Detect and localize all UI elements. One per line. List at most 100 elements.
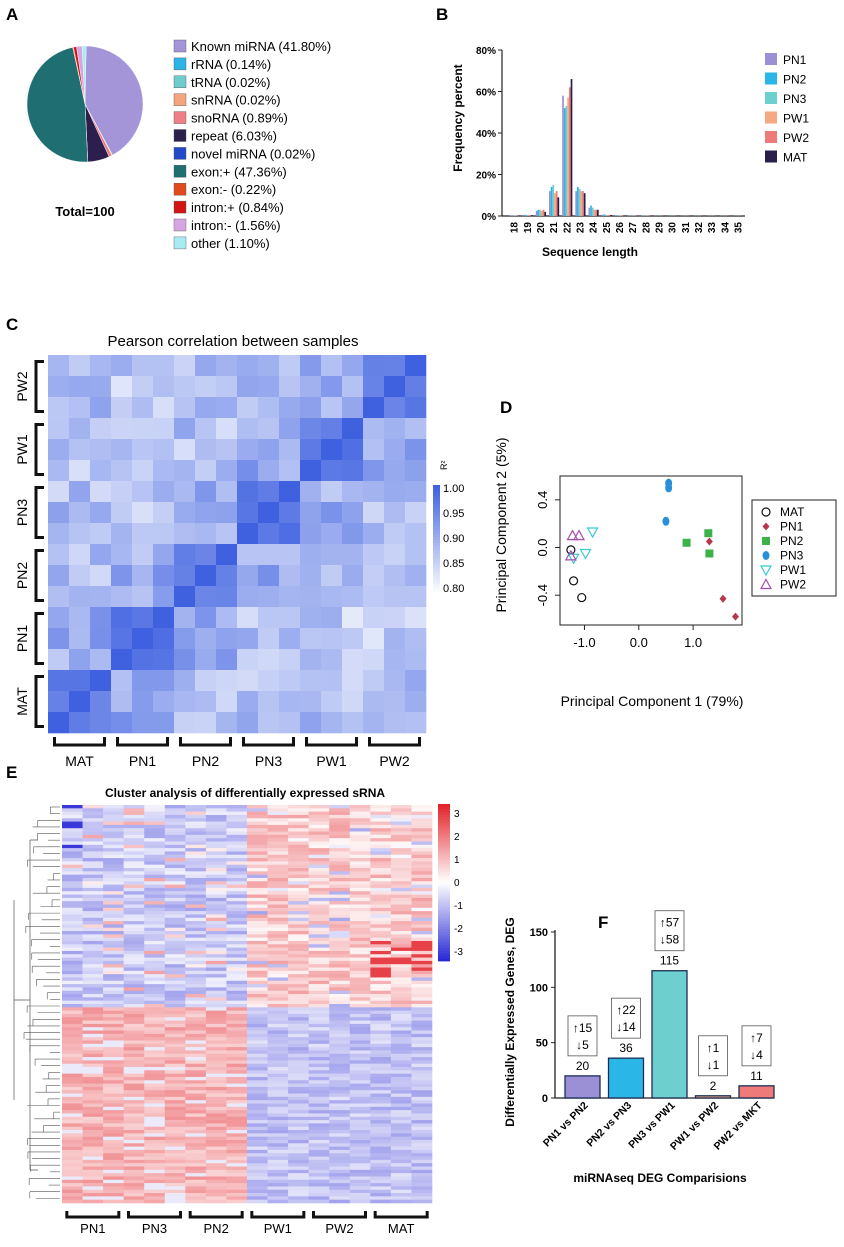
cluster-cell: [411, 1116, 433, 1121]
cluster-cell: [349, 808, 371, 812]
cluster-cell: [205, 834, 227, 839]
correlation-cell: [384, 481, 406, 503]
cluster-cell: [247, 901, 268, 905]
cluster-cell: [390, 1163, 412, 1167]
cluster-cell: [144, 1139, 166, 1144]
cluster-cell: [370, 1004, 392, 1008]
cluster-cell: [62, 947, 83, 952]
cluster-colorbar-step: [438, 811, 450, 815]
cluster-cell: [185, 1126, 207, 1131]
cluster-cell: [308, 877, 330, 882]
correlation-cell: [279, 565, 301, 587]
cluster-cell: [370, 1183, 392, 1187]
cluster-cell: [226, 844, 248, 849]
cluster-cell: [308, 808, 330, 812]
cluster-cell: [411, 1146, 433, 1151]
cluster-cell: [103, 1070, 124, 1074]
cluster-cell: [411, 927, 433, 932]
cluster-cell: [62, 1083, 83, 1088]
cluster-cell: [288, 1166, 309, 1171]
cluster-cell: [349, 828, 371, 832]
correlation-cell: [153, 565, 175, 587]
cluster-colorbar-step: [438, 858, 450, 862]
cluster-cell: [329, 994, 351, 998]
cluster-cell: [247, 1149, 268, 1154]
cluster-cell: [370, 904, 392, 909]
cluster-cell: [144, 984, 166, 988]
cluster-cell: [308, 1000, 330, 1005]
cluster-cell: [144, 821, 166, 826]
cluster-cell: [267, 924, 289, 929]
length-legend-label: PW2: [783, 131, 809, 145]
cluster-cell: [390, 1120, 412, 1124]
cluster-cell: [288, 1103, 309, 1108]
cluster-cell: [185, 808, 207, 812]
cluster-cell: [205, 1033, 227, 1038]
cluster-cell: [411, 897, 433, 902]
length-y-tick-label: 20%: [476, 171, 496, 182]
cluster-colorbar-step: [438, 911, 450, 915]
cluster-cell: [308, 841, 330, 846]
length-x-tick-label: 21: [549, 222, 560, 234]
cluster-cell: [164, 1156, 186, 1161]
cluster-cell: [288, 1027, 309, 1031]
deg-down-count: ↓58: [660, 933, 680, 947]
cluster-cell: [370, 1163, 392, 1167]
cluster-cell: [205, 864, 227, 869]
pca-legend-marker: [762, 551, 770, 560]
cluster-cell: [411, 1013, 433, 1018]
cluster-colorbar-step: [438, 950, 450, 954]
correlation-cell: [384, 502, 406, 524]
cluster-cell: [411, 854, 433, 859]
cluster-cell: [288, 814, 309, 819]
cluster-cell: [308, 1103, 330, 1108]
correlation-cell: [279, 523, 301, 545]
cluster-cell: [370, 977, 392, 982]
cluster-cell: [144, 884, 166, 889]
cluster-cell: [82, 1196, 104, 1200]
cluster-cell: [144, 1103, 166, 1108]
length-bar-pn2: [550, 186, 553, 216]
cluster-cell: [411, 1173, 433, 1177]
cluster-cell: [247, 824, 268, 829]
cluster-cell: [267, 1000, 289, 1005]
cluster-cell: [144, 1113, 166, 1118]
cluster-cell: [164, 1093, 186, 1098]
deg-x-axis-label: miRNAseq DEG Comparisions: [573, 1171, 747, 1185]
cluster-cell: [247, 1116, 268, 1121]
cluster-cell: [185, 1023, 207, 1028]
cluster-cell: [411, 868, 433, 872]
cluster-cell: [267, 997, 289, 1001]
cluster-cell: [370, 957, 392, 962]
cluster-cell: [349, 1017, 371, 1021]
cluster-cell: [62, 841, 83, 846]
correlation-col-label: PW1: [316, 753, 347, 769]
cluster-cell: [390, 1053, 412, 1058]
cluster-cell: [62, 954, 83, 958]
cluster-cell: [288, 851, 309, 856]
cluster-cell: [308, 854, 330, 859]
cluster-cell: [370, 1010, 392, 1015]
cluster-cell: [370, 980, 392, 985]
cluster-cell: [226, 1010, 248, 1015]
cluster-cell: [205, 1037, 227, 1041]
cluster-cell: [103, 811, 124, 816]
length-bar-pw2: [542, 209, 545, 216]
cluster-cell: [226, 1120, 248, 1124]
cluster-cell: [349, 1199, 371, 1204]
cluster-cell: [411, 1070, 433, 1074]
cluster-cell: [103, 894, 124, 899]
cluster-cell: [247, 970, 268, 975]
length-x-tick-label: 18: [510, 222, 521, 234]
length-bar-pn3: [539, 209, 541, 216]
cluster-cell: [329, 884, 351, 889]
cluster-cell: [370, 897, 392, 902]
correlation-cell: [111, 439, 133, 461]
length-x-tick-label: 30: [668, 222, 679, 234]
cluster-cell: [288, 1000, 309, 1005]
cluster-cell: [226, 848, 248, 852]
cluster-cell: [308, 927, 330, 932]
cluster-cell: [205, 1096, 227, 1101]
cluster-cell: [370, 1023, 392, 1028]
